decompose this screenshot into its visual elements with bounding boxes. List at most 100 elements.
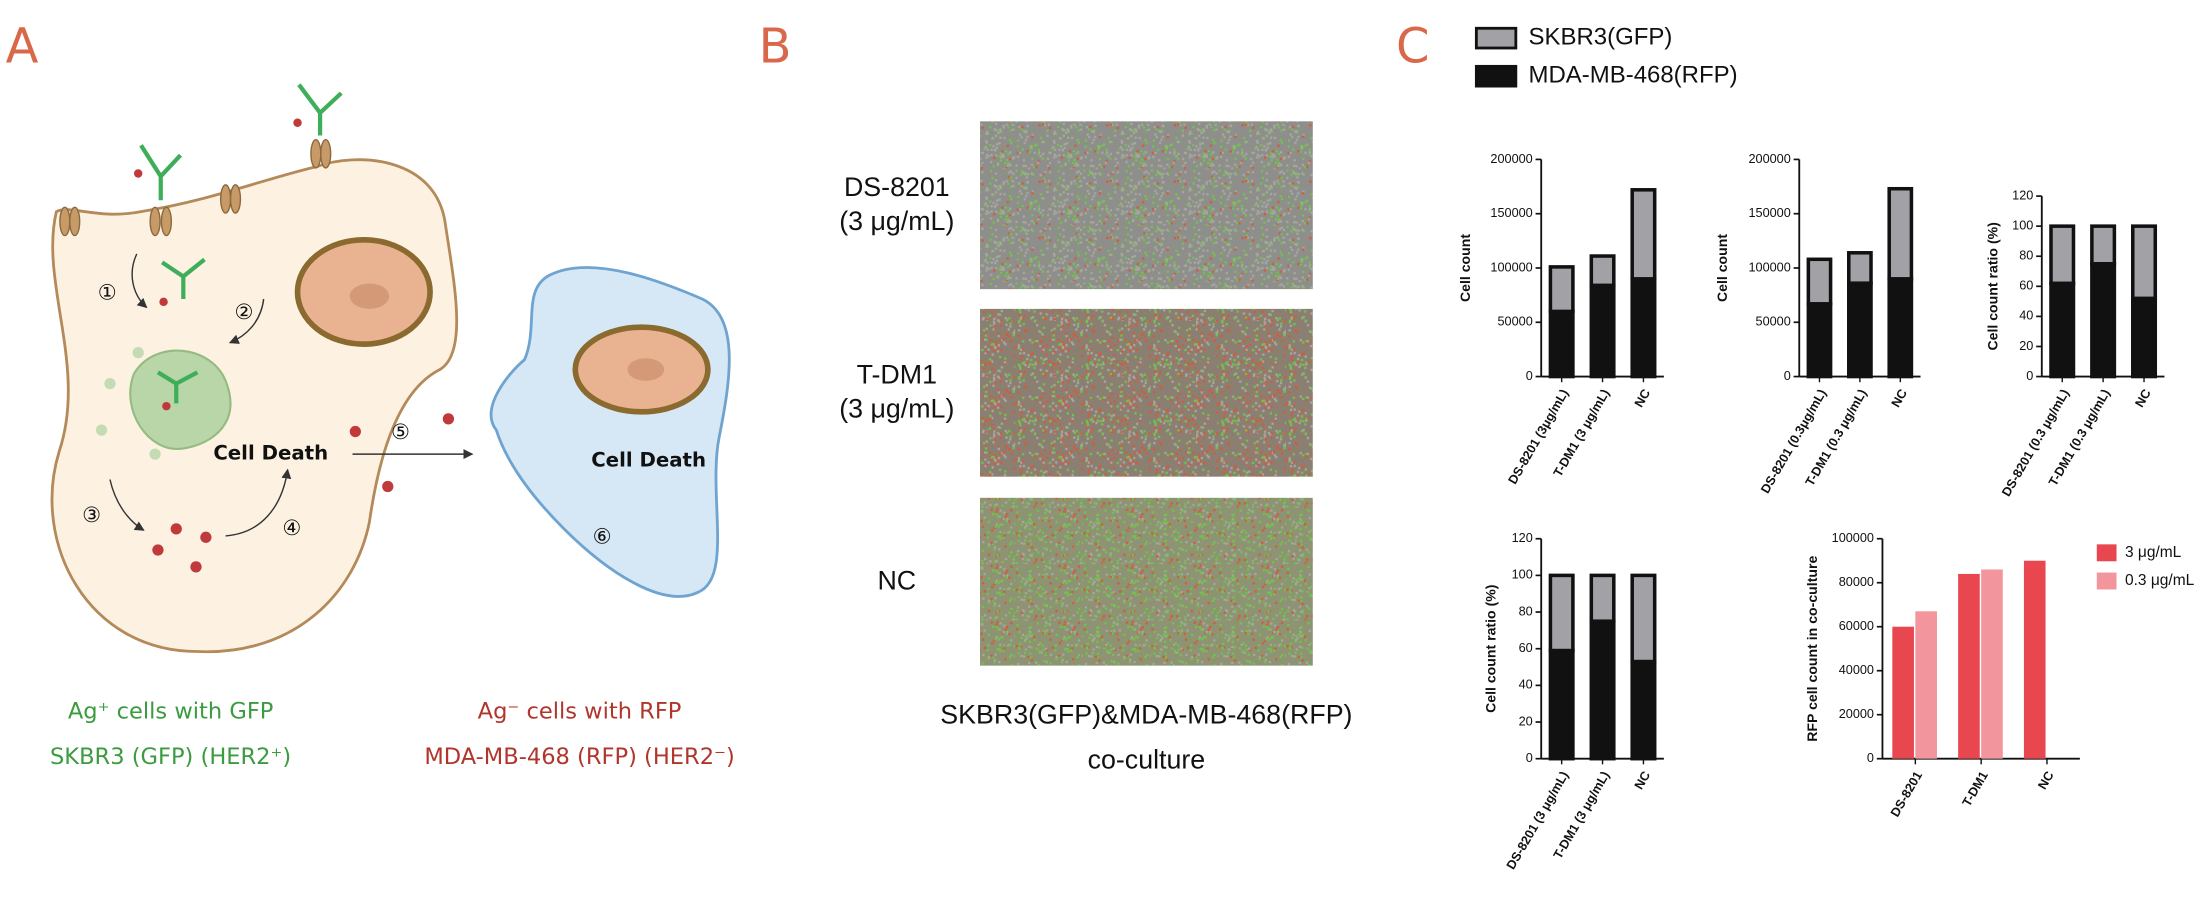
receptor	[310, 138, 322, 169]
y-axis-label: Cell count	[1457, 234, 1473, 302]
y-tick-label: 60	[1519, 641, 1533, 655]
y-tick-label: 200000	[1748, 152, 1790, 166]
bar-segment	[1589, 283, 1616, 379]
x-tick-label: NC	[1632, 769, 1653, 792]
y-tick-label: 80	[2019, 249, 2033, 263]
antibody	[297, 83, 343, 136]
bar	[2023, 560, 2046, 759]
y-tick-label: 40	[2019, 309, 2033, 323]
y-tick-label: 100	[1512, 568, 1533, 582]
payload	[133, 169, 143, 178]
receptors	[59, 138, 332, 237]
payload	[442, 413, 455, 425]
payload	[162, 401, 171, 411]
cell-death-label: Cell Death	[213, 442, 328, 465]
cell-death-label: Cell Death	[591, 449, 706, 472]
bar-segment	[2090, 261, 2117, 379]
y-tick-label: 80000	[1839, 575, 1874, 589]
antibody	[160, 257, 206, 300]
arrow	[225, 468, 292, 537]
row-label: NC	[877, 566, 916, 596]
y-tick-label: 20	[2019, 339, 2033, 353]
receptor	[59, 206, 71, 237]
payload	[349, 425, 361, 438]
arrow	[228, 298, 265, 344]
bar	[1958, 573, 1980, 759]
y-tick-label: 150000	[1748, 206, 1790, 220]
vesicle	[149, 448, 161, 460]
payload	[190, 561, 202, 573]
payload	[170, 523, 182, 535]
legend-label: 0.3 μg/mL	[2125, 572, 2195, 589]
bar	[1892, 626, 1914, 759]
bar-segment	[1847, 281, 1873, 379]
bar-segment	[1548, 573, 1575, 653]
x-tick-label: NC	[2132, 387, 2153, 410]
y-tick-label: 40000	[1839, 663, 1874, 677]
micrograph	[980, 121, 1313, 290]
legend-swatch	[2096, 544, 2117, 562]
bar-segment	[1630, 659, 1657, 761]
y-tick-label: 40	[1519, 678, 1533, 692]
bar-segment	[1589, 619, 1616, 761]
y-tick-label: 200000	[1490, 152, 1532, 166]
caption: MDA-MB-468 (RFP) (HER2⁻)	[424, 744, 734, 770]
panel-label: C	[1396, 19, 1429, 74]
bar-segment	[2090, 224, 2117, 266]
row-label: DS-8201	[844, 172, 950, 202]
step-number: ④	[282, 515, 301, 540]
y-tick-label: 120	[2012, 188, 2033, 202]
y-tick-label: 60000	[1839, 619, 1874, 633]
panel-label: A	[6, 19, 39, 74]
micrograph	[980, 497, 1313, 666]
caption: co-culture	[1088, 745, 1206, 775]
y-tick-label: 50000	[1497, 315, 1532, 329]
y-tick-label: 80	[1519, 604, 1533, 618]
vesicle	[95, 424, 108, 436]
bar-segment	[1847, 251, 1873, 285]
y-tick-label: 0	[1526, 369, 1533, 383]
payload	[200, 531, 212, 543]
legend-swatch	[2096, 572, 2117, 590]
legend-label: SKBR3(GFP)	[1529, 23, 1673, 50]
bar-segment	[1548, 648, 1575, 761]
row-label: T-DM1	[857, 360, 937, 390]
y-tick-label: 0	[1867, 751, 1874, 765]
caption: SKBR3 (GFP) (HER2⁺)	[50, 744, 291, 770]
endosome	[129, 349, 232, 450]
x-tick-label: NC	[1632, 387, 1653, 410]
legend-swatch	[1474, 26, 1518, 50]
y-tick-label: 0	[1526, 751, 1533, 765]
row-label: (3 μg/mL)	[839, 206, 954, 236]
bar-segment	[1630, 573, 1657, 664]
step-number: ①	[98, 279, 117, 304]
step-number: ⑥	[593, 523, 612, 548]
legend-label: 3 μg/mL	[2125, 544, 2182, 561]
receptor	[219, 184, 232, 214]
step-number: ③	[82, 502, 101, 527]
receptor	[229, 184, 242, 214]
caption: Ag⁺ cells with GFP	[68, 699, 274, 725]
legend-swatch	[1474, 64, 1518, 88]
antibody	[139, 144, 183, 201]
y-tick-label: 0	[1784, 369, 1791, 383]
y-tick-label: 60	[2019, 279, 2033, 293]
receptor	[149, 206, 161, 237]
caption: Ag⁻ cells with RFP	[478, 699, 682, 725]
bar-segment	[2049, 224, 2076, 286]
payload	[152, 544, 164, 556]
x-tick-label: NC	[2035, 769, 2056, 792]
arrow	[109, 479, 145, 531]
antibody	[156, 370, 199, 404]
bar-segment	[1548, 309, 1575, 379]
nucleolus	[349, 283, 390, 309]
bar-segment	[1806, 257, 1833, 306]
step-number: ⑤	[391, 419, 410, 444]
vesicle	[104, 377, 116, 390]
x-tick-label: DS-8201	[1888, 769, 1925, 819]
receptor	[160, 206, 173, 237]
step-number: ②	[234, 299, 253, 324]
y-tick-label: 20000	[1839, 707, 1874, 721]
antibodies	[139, 83, 343, 404]
